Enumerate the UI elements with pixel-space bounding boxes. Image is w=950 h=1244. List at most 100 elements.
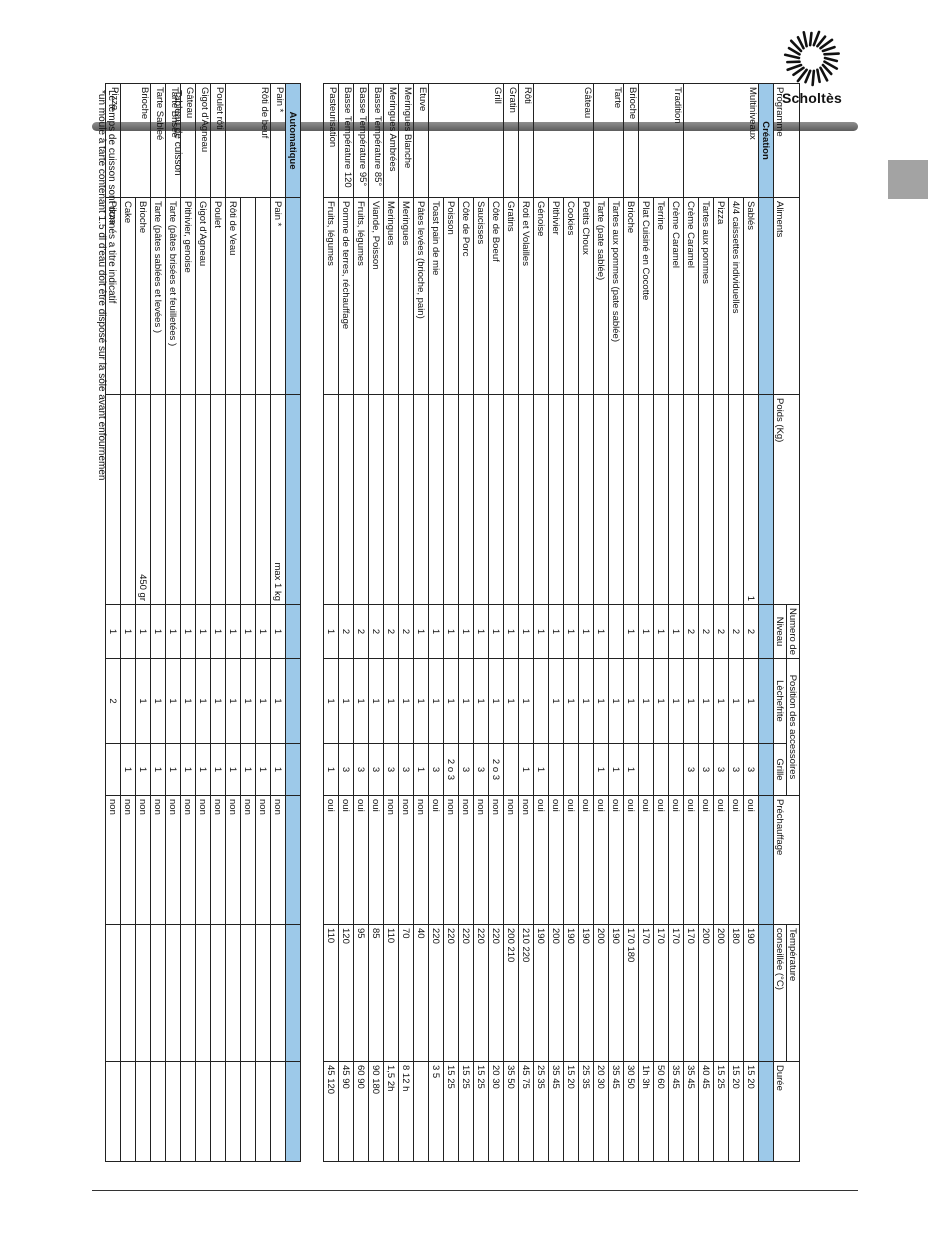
header-lechefrite: Lèchefrite xyxy=(773,658,787,744)
aliment-cell: Fruits, légumes xyxy=(323,197,339,395)
lechefrite-cell: 1 xyxy=(443,658,459,744)
poids-cell xyxy=(608,394,624,605)
lechefrite-cell: 1 xyxy=(255,658,271,744)
lechefrite-cell: 1 xyxy=(638,658,654,744)
grille-cell: 1 xyxy=(165,743,181,796)
table-row: Rôti de beuf 1 1 1 non xyxy=(225,83,271,1162)
section-row: Création xyxy=(758,83,774,1162)
duree-cell: 35 45 xyxy=(608,1061,624,1162)
temperature-cell xyxy=(210,924,226,1062)
grille-cell: 3 xyxy=(698,743,714,796)
duree-cell: 30 50 xyxy=(623,1061,639,1162)
table-row: Toast pain de mie 1 1 3 oui 220 3 5 xyxy=(428,84,444,1162)
table-row: Etuve Pâtes levées (brioche, pain) 1 1 1 non 4… xyxy=(413,83,429,1162)
duree-cell: 90 180 xyxy=(368,1061,384,1162)
aliment-cell: Pain * xyxy=(270,197,286,395)
lechefrite-cell: 1 xyxy=(578,658,594,744)
aliment-cell: Crème Caramel xyxy=(668,197,684,395)
niveau-cell xyxy=(608,604,624,659)
table-header: Programme Aliments Poids (Kg) Numero de … xyxy=(773,83,800,1162)
programme-cell: Meringues Blanche xyxy=(398,83,414,198)
grille-cell: 1 xyxy=(150,743,166,796)
poids-cell xyxy=(698,394,714,605)
poids-cell xyxy=(578,394,594,605)
niveau-cell: 1 xyxy=(105,604,121,659)
cooking-table: Programme Aliments Poids (Kg) Numero de … xyxy=(105,83,800,1162)
niveau-cell: 1 xyxy=(533,604,549,659)
grille-cell xyxy=(503,743,519,796)
spacer-cell xyxy=(300,83,324,1162)
poids-cell xyxy=(210,394,226,605)
lechefrite-cell: 1 xyxy=(503,658,519,744)
aliment-cell: Cake xyxy=(120,197,136,395)
grille-cell: 1 xyxy=(608,743,624,796)
section-cell xyxy=(285,394,301,605)
prechauffage-cell: non xyxy=(255,795,271,925)
temperature-cell xyxy=(195,924,211,1062)
prechauffage-cell: non xyxy=(135,795,151,925)
poids-cell xyxy=(443,394,459,605)
grille-cell: 1 xyxy=(413,743,429,796)
aliment-cell xyxy=(255,197,271,395)
poids-cell xyxy=(150,394,166,605)
grille-cell: 1 xyxy=(323,743,339,796)
poids-cell xyxy=(165,394,181,605)
grille-cell: 1 xyxy=(135,743,151,796)
lechefrite-cell: 1 xyxy=(623,658,639,744)
prechauffage-cell: non xyxy=(398,795,414,925)
lechefrite-cell: 1 xyxy=(353,658,369,744)
prechauffage-cell: oui xyxy=(593,795,609,925)
grille-cell: 3 xyxy=(713,743,729,796)
grille-cell xyxy=(653,743,669,796)
grille-cell: 1 xyxy=(533,743,549,796)
prechauffage-cell: non xyxy=(165,795,181,925)
lechefrite-cell: 1 xyxy=(668,658,684,744)
table-row: Rôti Roti et Volailles 1 1 1 non 210 220 45 75 xyxy=(518,83,534,1162)
aliment-cell: Tartes aux pommes xyxy=(698,197,714,395)
prechauffage-cell: non xyxy=(458,795,474,925)
niveau-cell: 2 xyxy=(353,604,369,659)
table-row: Multiniveaux Sablés 1 2 1 3 oui 190 15 20 xyxy=(683,83,759,1162)
duree-cell xyxy=(180,1061,196,1162)
section-row: Automatique xyxy=(285,83,301,1162)
niveau-cell: 1 xyxy=(323,604,339,659)
temperature-cell xyxy=(105,924,121,1062)
table-row: Pithivier 1 1 oui 200 35 45 xyxy=(548,84,564,1162)
aliment-cell: Pithivier, genoise xyxy=(180,197,196,395)
temperature-cell: 200 xyxy=(593,924,609,1062)
duree-cell xyxy=(225,1061,241,1162)
table-row: Poulet rôti Poulet 1 1 1 non xyxy=(210,83,226,1162)
grille-cell: 1 xyxy=(623,743,639,796)
lechefrite-cell: 1 xyxy=(428,658,444,744)
poids-cell xyxy=(428,394,444,605)
prechauffage-cell: oui xyxy=(548,795,564,925)
aliment-cell: Gratins xyxy=(503,197,519,395)
grille-cell xyxy=(105,743,121,796)
table-row: Brioche Brioche 450 gr 1 1 1 non xyxy=(120,83,151,1162)
programme-cell: Tarte Sableé xyxy=(150,83,166,198)
table-row: Saucisses 1 1 3 non 220 15 25 xyxy=(473,84,489,1162)
table-row: 1 1 1 non xyxy=(240,84,256,1162)
temperature-cell: 120 xyxy=(338,924,354,1062)
temperature-cell: 190 xyxy=(533,924,549,1062)
aliment-cell: Sablés xyxy=(743,197,759,395)
prechauffage-cell: oui xyxy=(323,795,339,925)
duree-cell: 45 120 xyxy=(323,1061,339,1162)
poids-cell xyxy=(683,394,699,605)
niveau-cell: 1 xyxy=(180,604,196,659)
prechauffage-cell: oui xyxy=(653,795,669,925)
programme-cell: Brioche xyxy=(120,83,151,198)
lechefrite-cell: 1 xyxy=(210,658,226,744)
programme-cell: Gigot d'Agneau xyxy=(195,83,211,198)
grille-cell: 3 xyxy=(458,743,474,796)
lechefrite-cell: 1 xyxy=(728,658,744,744)
niveau-cell: 2 xyxy=(338,604,354,659)
header-numero: Numero de xyxy=(786,604,800,659)
lechefrite-cell: 1 xyxy=(323,658,339,744)
poids-cell xyxy=(623,394,639,605)
niveau-cell: 1 xyxy=(518,604,534,659)
header-niveau: Niveau xyxy=(773,604,787,659)
aliment-cell: Pomme de terres, réchauffage xyxy=(338,197,354,395)
grille-cell xyxy=(563,743,579,796)
niveau-cell: 1 xyxy=(548,604,564,659)
